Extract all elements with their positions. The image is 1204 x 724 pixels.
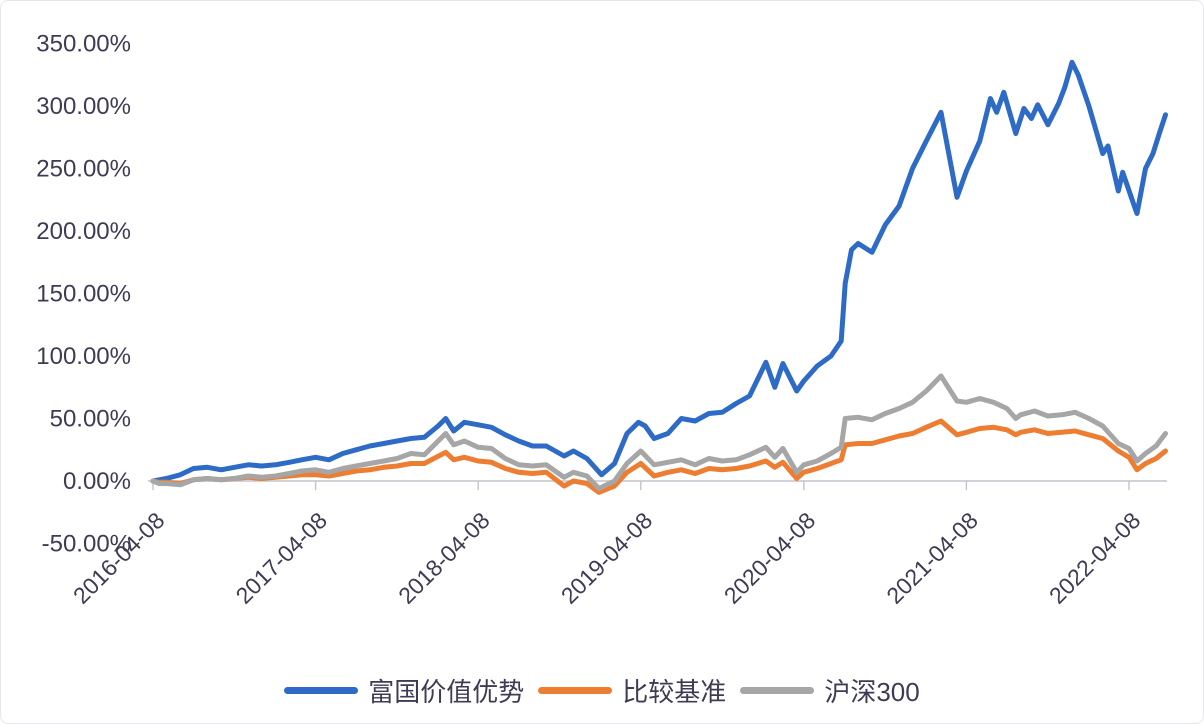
y-axis-label: 50.00%	[50, 406, 131, 433]
legend-label-csi300: 沪深300	[824, 676, 920, 707]
series-line-0	[150, 59, 1168, 484]
chart-legend: 富国价值优势 比较基准 沪深300	[1, 667, 1203, 713]
legend-marker-csi300-line	[740, 686, 815, 694]
x-axis-label: 2020-04-08	[719, 507, 821, 609]
legend-item-benchmark: 比较基准	[538, 672, 726, 709]
y-axis-label: 300.00%	[36, 93, 131, 120]
legend-label-benchmark: 比较基准	[622, 676, 727, 707]
y-axis-label: 100.00%	[36, 343, 131, 370]
y-axis-label: 350.00%	[36, 31, 131, 58]
x-axis-label: 2021-04-08	[881, 507, 983, 609]
series-line-2	[150, 373, 1168, 491]
x-axis-label: 2022-04-08	[1044, 507, 1146, 609]
x-axis-label: 2016-04-08	[68, 507, 170, 609]
x-axis-label: 2018-04-08	[393, 507, 495, 609]
legend-item-csi300: 沪深300	[740, 672, 920, 709]
y-axis-label: 200.00%	[36, 218, 131, 245]
x-axis-label: 2019-04-08	[556, 507, 658, 609]
legend-marker-fund-line	[284, 686, 359, 694]
x-axis-label: 2017-04-08	[231, 507, 333, 609]
legend-marker-benchmark-line	[538, 686, 613, 694]
legend-item-fund: 富国价值优势	[284, 672, 524, 709]
series-line-1	[150, 418, 1168, 495]
y-axis-label: 250.00%	[36, 156, 131, 183]
legend-label-fund: 富国价值优势	[368, 676, 525, 707]
y-axis-label: 150.00%	[36, 281, 131, 308]
y-axis-label: -50.00%	[42, 531, 131, 558]
y-axis-label: 0.00%	[63, 468, 131, 495]
